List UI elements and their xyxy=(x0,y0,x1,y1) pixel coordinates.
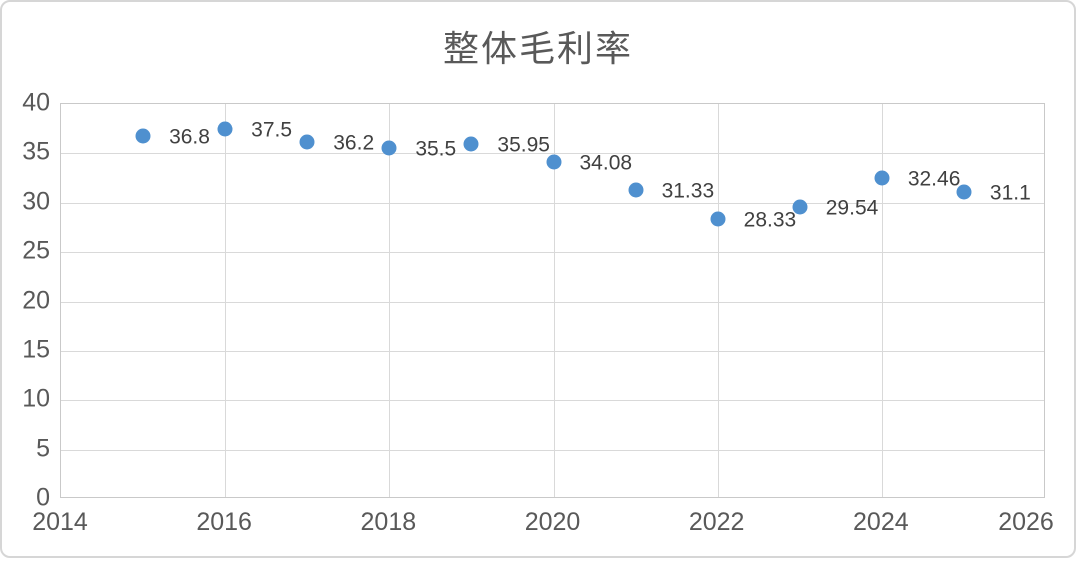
data-point xyxy=(135,128,151,144)
data-point-label: 35.95 xyxy=(497,133,550,157)
horizontal-gridline xyxy=(61,350,1044,352)
data-point-label: 35.5 xyxy=(415,137,457,161)
data-point xyxy=(874,170,890,186)
y-axis-tick-label: 20 xyxy=(22,286,50,314)
horizontal-gridline xyxy=(61,252,1044,254)
data-point xyxy=(217,121,233,137)
data-point xyxy=(299,134,315,150)
x-axis-tick-label: 2024 xyxy=(853,508,909,536)
horizontal-gridline xyxy=(61,202,1044,204)
plot-area: 36.8 37.5 36.2 35.5 35.95 34.08 31.33 28.33 29.5… xyxy=(60,103,1045,498)
horizontal-gridline xyxy=(61,301,1044,303)
vertical-gridline xyxy=(389,104,391,497)
y-axis-tick-label: 25 xyxy=(22,236,50,265)
data-point-label: 28.33 xyxy=(743,208,797,232)
vertical-gridline xyxy=(881,104,883,497)
chart-title: 整体毛利率 xyxy=(442,29,633,70)
data-point-label: 29.54 xyxy=(825,196,879,220)
x-axis-tick-label: 2018 xyxy=(360,508,417,536)
y-axis-tick-label: 35 xyxy=(22,137,50,166)
data-point-label: 31.1 xyxy=(989,181,1031,205)
vertical-gridline xyxy=(717,104,719,497)
data-point xyxy=(956,184,972,200)
data-point-label: 31.33 xyxy=(661,179,715,203)
y-axis-tick-label: 0 xyxy=(36,483,50,512)
data-point xyxy=(710,211,726,227)
vertical-gridline xyxy=(553,104,555,497)
x-axis-tick-label: 2020 xyxy=(524,508,581,536)
data-point-label: 32.46 xyxy=(907,167,961,191)
data-point xyxy=(792,199,808,215)
y-axis-tick-label: 40 xyxy=(22,88,50,117)
x-axis-tick-label: 2026 xyxy=(998,508,1054,536)
data-point xyxy=(381,140,397,156)
horizontal-gridline xyxy=(61,400,1044,402)
data-point-label: 36.8 xyxy=(169,125,210,149)
vertical-gridline xyxy=(225,104,227,497)
data-point-label: 37.5 xyxy=(251,118,293,142)
data-point xyxy=(628,182,644,198)
y-axis-tick-label: 30 xyxy=(22,187,50,216)
y-axis-tick-label: 15 xyxy=(22,335,50,364)
data-point xyxy=(463,136,479,152)
data-point xyxy=(546,154,561,170)
data-point-label: 34.08 xyxy=(579,151,633,175)
y-axis-tick-label: 10 xyxy=(22,384,50,413)
y-axis-tick-label: 5 xyxy=(36,434,50,463)
horizontal-gridline xyxy=(61,153,1044,155)
horizontal-gridline xyxy=(61,449,1044,451)
x-axis-tick-label: 2022 xyxy=(688,508,745,536)
x-axis-tick-label: 2014 xyxy=(32,508,88,536)
data-point-label: 36.2 xyxy=(333,131,375,155)
x-axis-tick-label: 2016 xyxy=(196,508,252,536)
